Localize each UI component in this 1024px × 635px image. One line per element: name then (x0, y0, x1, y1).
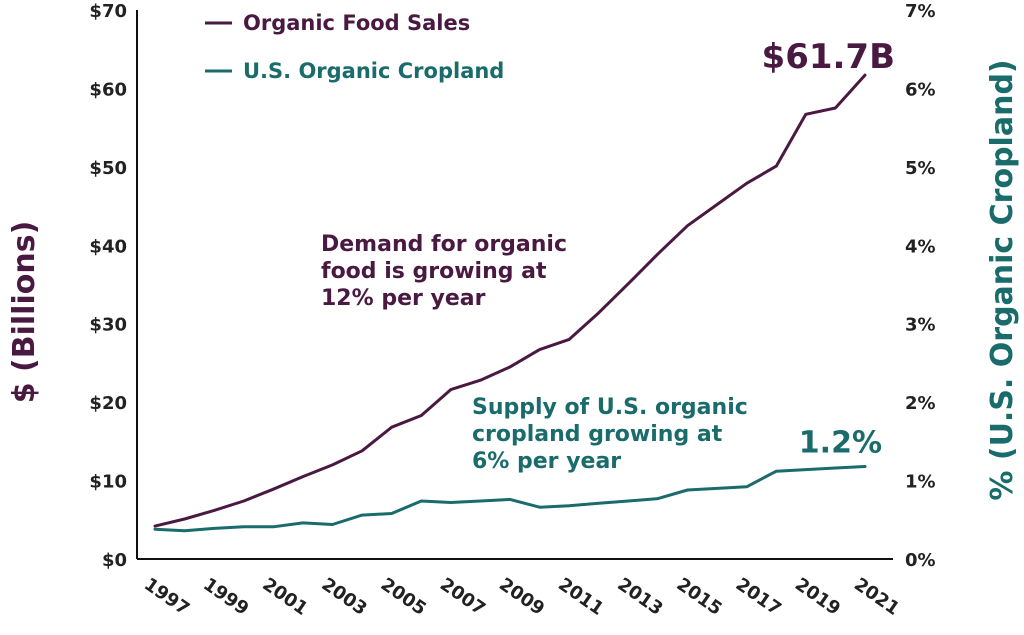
x-tick-label: 2011 (554, 574, 607, 620)
y-tick-label-left: $30 (89, 315, 127, 336)
y-tick-label-left: $40 (89, 236, 127, 257)
x-tick-label: 2005 (377, 574, 430, 620)
annotation-line: Supply of U.S. organic (472, 395, 748, 420)
series-line-organic-food-sales (153, 73, 867, 528)
y-tick-label-left: $50 (89, 158, 127, 179)
legend-label: U.S. Organic Cropland (243, 59, 504, 83)
y-tick-label-right: 0% (905, 550, 936, 571)
y-tick-label-right: 3% (905, 315, 936, 336)
x-tick-label: 2007 (436, 574, 489, 620)
x-tick-label: 2021 (850, 574, 903, 620)
x-tick-label: 2009 (495, 574, 548, 620)
x-tick-label: 2015 (673, 574, 726, 620)
y-tick-label-left: $70 (89, 1, 127, 22)
y-tick-label-left: $10 (89, 472, 127, 493)
annotation-line: cropland growing at (472, 422, 723, 447)
axes (136, 10, 893, 560)
y-tick-label-right: 2% (905, 393, 936, 414)
y-tick-label-right: 6% (905, 79, 936, 100)
x-tick-label: 2017 (732, 574, 785, 620)
y-axis-title-right: % (U.S. Organic Cropland) (985, 59, 1020, 500)
x-tick-label: 2001 (258, 574, 311, 620)
end-label-cropland: 1.2% (799, 425, 882, 460)
y-tick-label-left: $60 (89, 79, 127, 100)
annotation-line: food is growing at (321, 259, 547, 284)
y-axis-title-left: $ (Billions) (7, 221, 42, 404)
annotation-line: 6% per year (472, 449, 621, 474)
y-tick-label-right: 1% (905, 472, 936, 493)
annotation-line: 12% per year (321, 286, 486, 311)
legend: Organic Food Sales U.S. Organic Cropland (205, 11, 504, 83)
y-tick-label-left: $0 (102, 550, 127, 571)
x-tick-label: 1999 (199, 574, 252, 620)
x-tick-label: 1997 (140, 574, 193, 620)
annotation-line: Demand for organic (321, 232, 567, 257)
series-line-organic-cropland (153, 465, 867, 533)
end-label-sales: $61.7B (762, 37, 895, 77)
series-lines: $61.7B 1.2% (153, 37, 895, 533)
y-tick-label-left: $20 (89, 393, 127, 414)
y-tick-label-right: 4% (905, 236, 936, 257)
x-tick-label: 2013 (613, 574, 666, 620)
x-tick-label: 2003 (318, 574, 371, 620)
y-tick-label-right: 7% (905, 1, 936, 22)
x-tick-label: 2019 (791, 574, 844, 620)
y-tick-label-right: 5% (905, 158, 936, 179)
legend-label: Organic Food Sales (243, 11, 470, 35)
